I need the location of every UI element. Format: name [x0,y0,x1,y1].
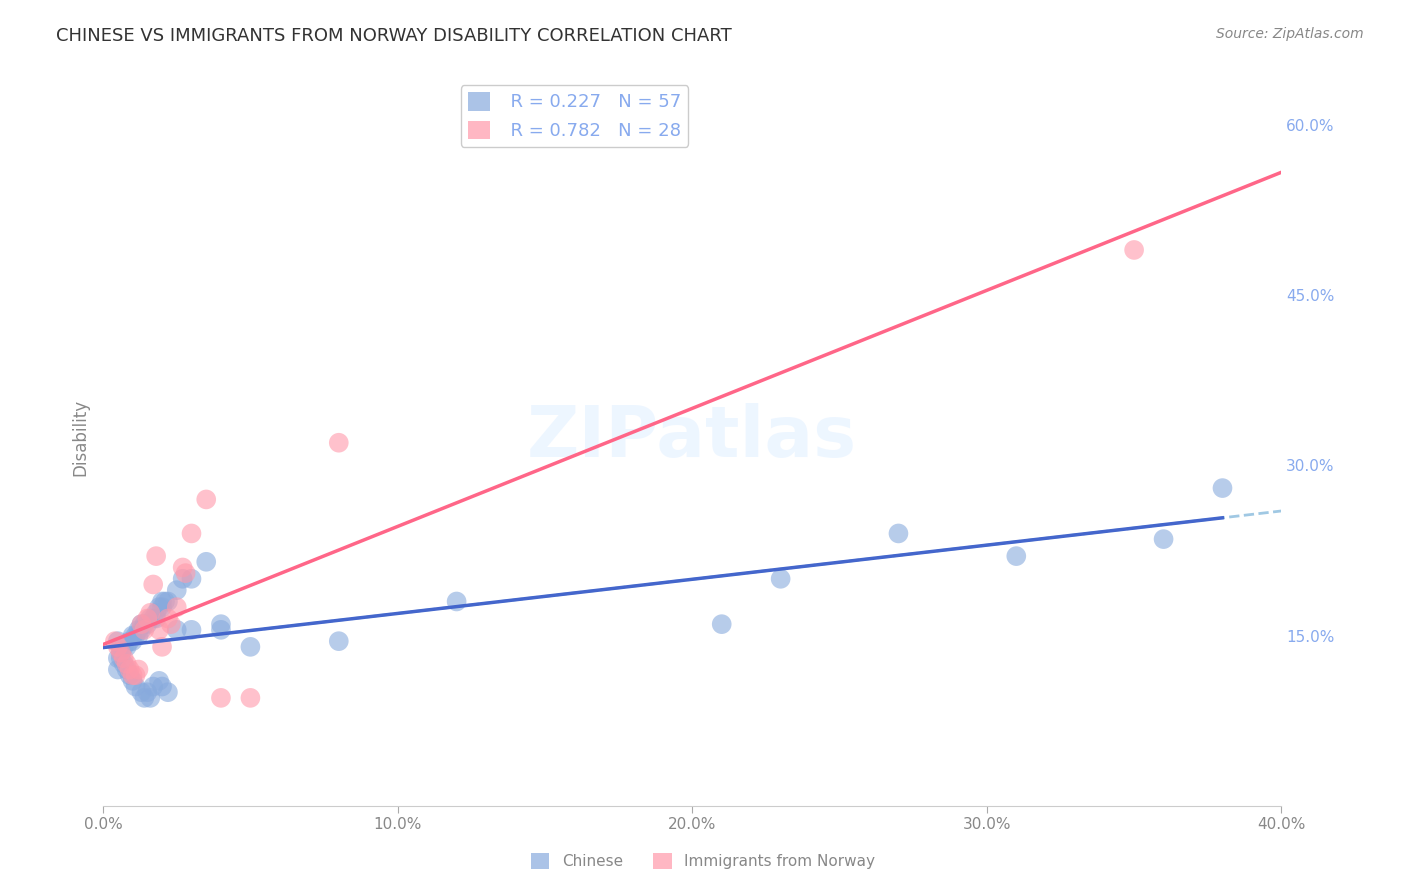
Chinese [115,640,138,654]
Immigrants from Norway [139,606,162,620]
Chinese [142,611,165,625]
Immigrants from Norway [115,657,138,671]
Chinese [121,634,143,648]
Immigrants from Norway [112,651,135,665]
Chinese [153,594,176,608]
Immigrants from Norway [136,611,159,625]
Chinese [172,572,194,586]
Chinese [209,617,232,632]
Immigrants from Norway [172,560,194,574]
Y-axis label: Disability: Disability [72,399,89,475]
Chinese [1211,481,1233,495]
Chinese [112,640,135,654]
Immigrants from Norway [209,690,232,705]
Chinese [124,680,146,694]
Immigrants from Norway [166,600,188,615]
Chinese [150,600,173,615]
Immigrants from Norway [121,668,143,682]
Immigrants from Norway [134,623,156,637]
Immigrants from Norway [160,617,183,632]
Chinese [136,617,159,632]
Chinese [118,634,141,648]
Chinese [139,611,162,625]
Immigrants from Norway [150,640,173,654]
Chinese [148,673,170,688]
Chinese [107,663,129,677]
Immigrants from Norway [131,617,153,632]
Chinese [156,594,179,608]
Chinese [148,600,170,615]
Chinese [166,623,188,637]
Immigrants from Norway [118,663,141,677]
Chinese [127,628,149,642]
Immigrants from Norway [239,690,262,705]
Chinese [131,685,153,699]
Chinese [1153,532,1175,546]
Chinese [127,623,149,637]
Legend: Chinese, Immigrants from Norway: Chinese, Immigrants from Norway [524,847,882,875]
Chinese [121,628,143,642]
Chinese [769,572,792,586]
Immigrants from Norway [1123,243,1146,257]
Chinese [115,663,138,677]
Chinese [124,628,146,642]
Chinese [710,617,733,632]
Chinese [136,685,159,699]
Immigrants from Norway [142,577,165,591]
Chinese [131,623,153,637]
Chinese [142,680,165,694]
Chinese [134,690,156,705]
Text: CHINESE VS IMMIGRANTS FROM NORWAY DISABILITY CORRELATION CHART: CHINESE VS IMMIGRANTS FROM NORWAY DISABI… [56,27,733,45]
Chinese [150,680,173,694]
Chinese [239,640,262,654]
Immigrants from Norway [127,663,149,677]
Immigrants from Norway [148,623,170,637]
Immigrants from Norway [328,435,350,450]
Immigrants from Norway [145,549,167,563]
Chinese [180,572,202,586]
Immigrants from Norway [180,526,202,541]
Chinese [1005,549,1028,563]
Legend:   R = 0.227   N = 57,   R = 0.782   N = 28: R = 0.227 N = 57, R = 0.782 N = 28 [461,85,688,147]
Text: Source: ZipAtlas.com: Source: ZipAtlas.com [1216,27,1364,41]
Chinese [156,685,179,699]
Chinese [121,673,143,688]
Chinese [110,651,132,665]
Chinese [139,690,162,705]
Chinese [150,594,173,608]
Immigrants from Norway [110,646,132,660]
Chinese [110,640,132,654]
Chinese [887,526,910,541]
Immigrants from Norway [104,634,127,648]
Chinese [118,668,141,682]
Text: ZIPatlas: ZIPatlas [527,402,858,472]
Immigrants from Norway [195,492,218,507]
Chinese [110,646,132,660]
Chinese [134,617,156,632]
Chinese [180,623,202,637]
Chinese [131,617,153,632]
Chinese [209,623,232,637]
Chinese [446,594,468,608]
Immigrants from Norway [174,566,197,581]
Chinese [145,606,167,620]
Immigrants from Norway [156,611,179,625]
Chinese [145,611,167,625]
Immigrants from Norway [107,640,129,654]
Chinese [166,583,188,598]
Chinese [107,651,129,665]
Chinese [328,634,350,648]
Immigrants from Norway [124,668,146,682]
Chinese [107,634,129,648]
Chinese [112,657,135,671]
Chinese [195,555,218,569]
